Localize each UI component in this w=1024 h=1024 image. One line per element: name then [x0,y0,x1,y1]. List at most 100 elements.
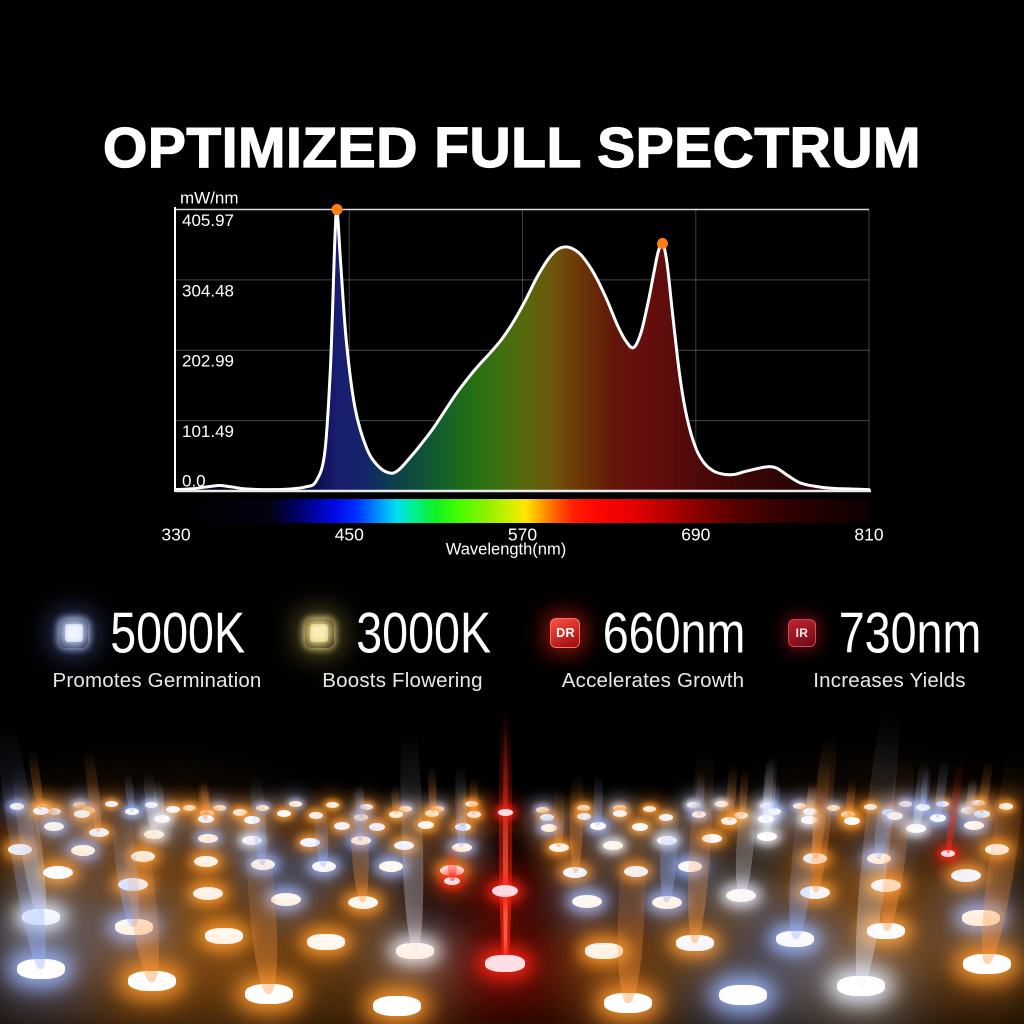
x-tick-label: 570 [508,525,537,545]
led-dot-pure-white [801,815,818,824]
led-dot-cool-white [81,806,96,814]
light-beam-cool-white [872,781,894,860]
light-beam-pure-white [152,775,167,820]
led-dot-pure-white [756,832,777,842]
peak-marker [657,238,668,249]
led-dot-warm-white [425,809,440,817]
led-dot-warm-white [165,806,180,814]
led-dot-warm-white [675,935,714,952]
led-dot-cool-white [198,834,219,844]
led-dot-warm-white [440,864,465,876]
led-dot-red [444,877,460,885]
spectrum-chart: mW/nm 0.0 101.49 202.99 304.48 405.97 330 450 57… [161,188,883,558]
led-dot-cool-white [612,804,626,811]
led-dot-red [492,885,518,897]
led-dot-warm-white [803,853,828,865]
light-beam-red [944,747,967,854]
led-dot-cool-white [288,800,302,807]
y-tick-label: 405.97 [182,211,234,230]
led-dot-warm-white [197,815,214,824]
led-dot-warm-white [603,993,652,1013]
wavelength-color-bar [176,499,870,523]
led-dot-cool-white [114,919,153,936]
led-dot-warm-white [74,810,91,819]
led-dot-warm-white [104,801,118,808]
spectrum-curve [174,207,871,492]
y-tick-label: 101.49 [182,422,234,441]
led-dot-cool-white [962,909,1001,926]
led-dot-warm-white [204,928,243,945]
led-dot-warm-white [347,895,378,909]
led-dot-cool-white [43,822,64,832]
red-center-beam [499,695,512,967]
spectrum-chart-svg: mW/nm 0.0 101.49 202.99 304.48 405.97 330 450 57… [161,188,883,558]
light-beam-pure-white [910,751,932,830]
led-dot-warm-white [800,886,831,900]
led-dot-pure-white [22,909,61,926]
led-dot-pure-white [241,836,262,846]
led-dot-warm-white [368,823,385,832]
led-dot-warm-white [962,954,1011,975]
led-dot-warm-white [658,813,673,821]
led-dot-cool-white [73,802,87,809]
led-dot-cool-white [792,802,806,809]
led-dot-red [941,849,955,857]
led-dot-warm-white [576,805,590,812]
infrared-led-icon: IR [787,619,816,647]
led-dot-cool-white [256,805,270,812]
led-dot-cool-white [251,859,276,871]
led-dot-warm-white [8,844,33,856]
x-tick-label: 330 [161,525,190,545]
feature-caption: Promotes Germination [52,669,262,692]
light-beam-pure-white [6,745,52,919]
feature-value: 660nm [603,601,746,665]
deep-red-led-icon: DR [550,618,581,648]
feature-730nm: IR 730nm Increases Yields [782,604,997,693]
led-dot-warm-white [734,811,749,819]
light-beam-pure-white [848,695,909,988]
led-dot-cool-white [929,814,946,823]
light-beam-warm-white [737,762,750,816]
led-dot-pure-white [656,836,677,846]
led-dot-cool-white [145,801,159,808]
feature-caption: Increases Yields [813,669,966,692]
light-beam-cool-white [933,751,951,819]
light-beam-warm-white [808,742,833,860]
led-dot-warm-white [454,822,471,831]
led-dot-warm-white [393,841,414,851]
feature-5000k: 5000K Promotes Germination [47,604,267,693]
led-dot-warm-white [243,815,260,824]
led-dot-warm-white [127,971,176,992]
x-tick-label: 690 [681,525,710,545]
feature-caption: Accelerates Growth [561,669,745,692]
led-dot-warm-white [43,866,74,880]
light-beam-cool-white [919,763,933,809]
led-dot-cool-white [589,821,606,830]
led-dot-cool-white [311,861,336,873]
led-dot-warm-white [577,812,592,820]
light-beam-warm-white [807,710,841,894]
feature-5000k-header: 5000K [47,604,267,662]
led-dot-pure-white [725,888,756,902]
led-dot-warm-white [200,809,215,817]
led-dot-warm-white [999,802,1014,810]
led-dot-warm-white [388,810,403,818]
led-dot-warm-white [867,922,906,939]
led-dot-warm-white [802,807,817,815]
led-dot-pure-white [906,824,927,834]
spectrum-area [176,208,869,492]
led-dot-warm-white [935,801,949,808]
led-dot-cool-white [767,808,782,816]
led-dot-cool-white [886,811,903,820]
led-dot-cool-white [379,861,404,872]
light-beam-warm-white [684,719,718,944]
led-dot-warm-white [326,802,340,809]
led-dot-cool-white [350,836,371,846]
led-die [64,624,83,642]
led-dot-warm-white [871,879,902,893]
led-dot-warm-white [843,816,860,825]
led-dot-cool-white [572,894,603,908]
led-die [310,624,329,642]
led-dot-warm-white [308,811,323,819]
led-dot-warm-white [131,850,156,862]
